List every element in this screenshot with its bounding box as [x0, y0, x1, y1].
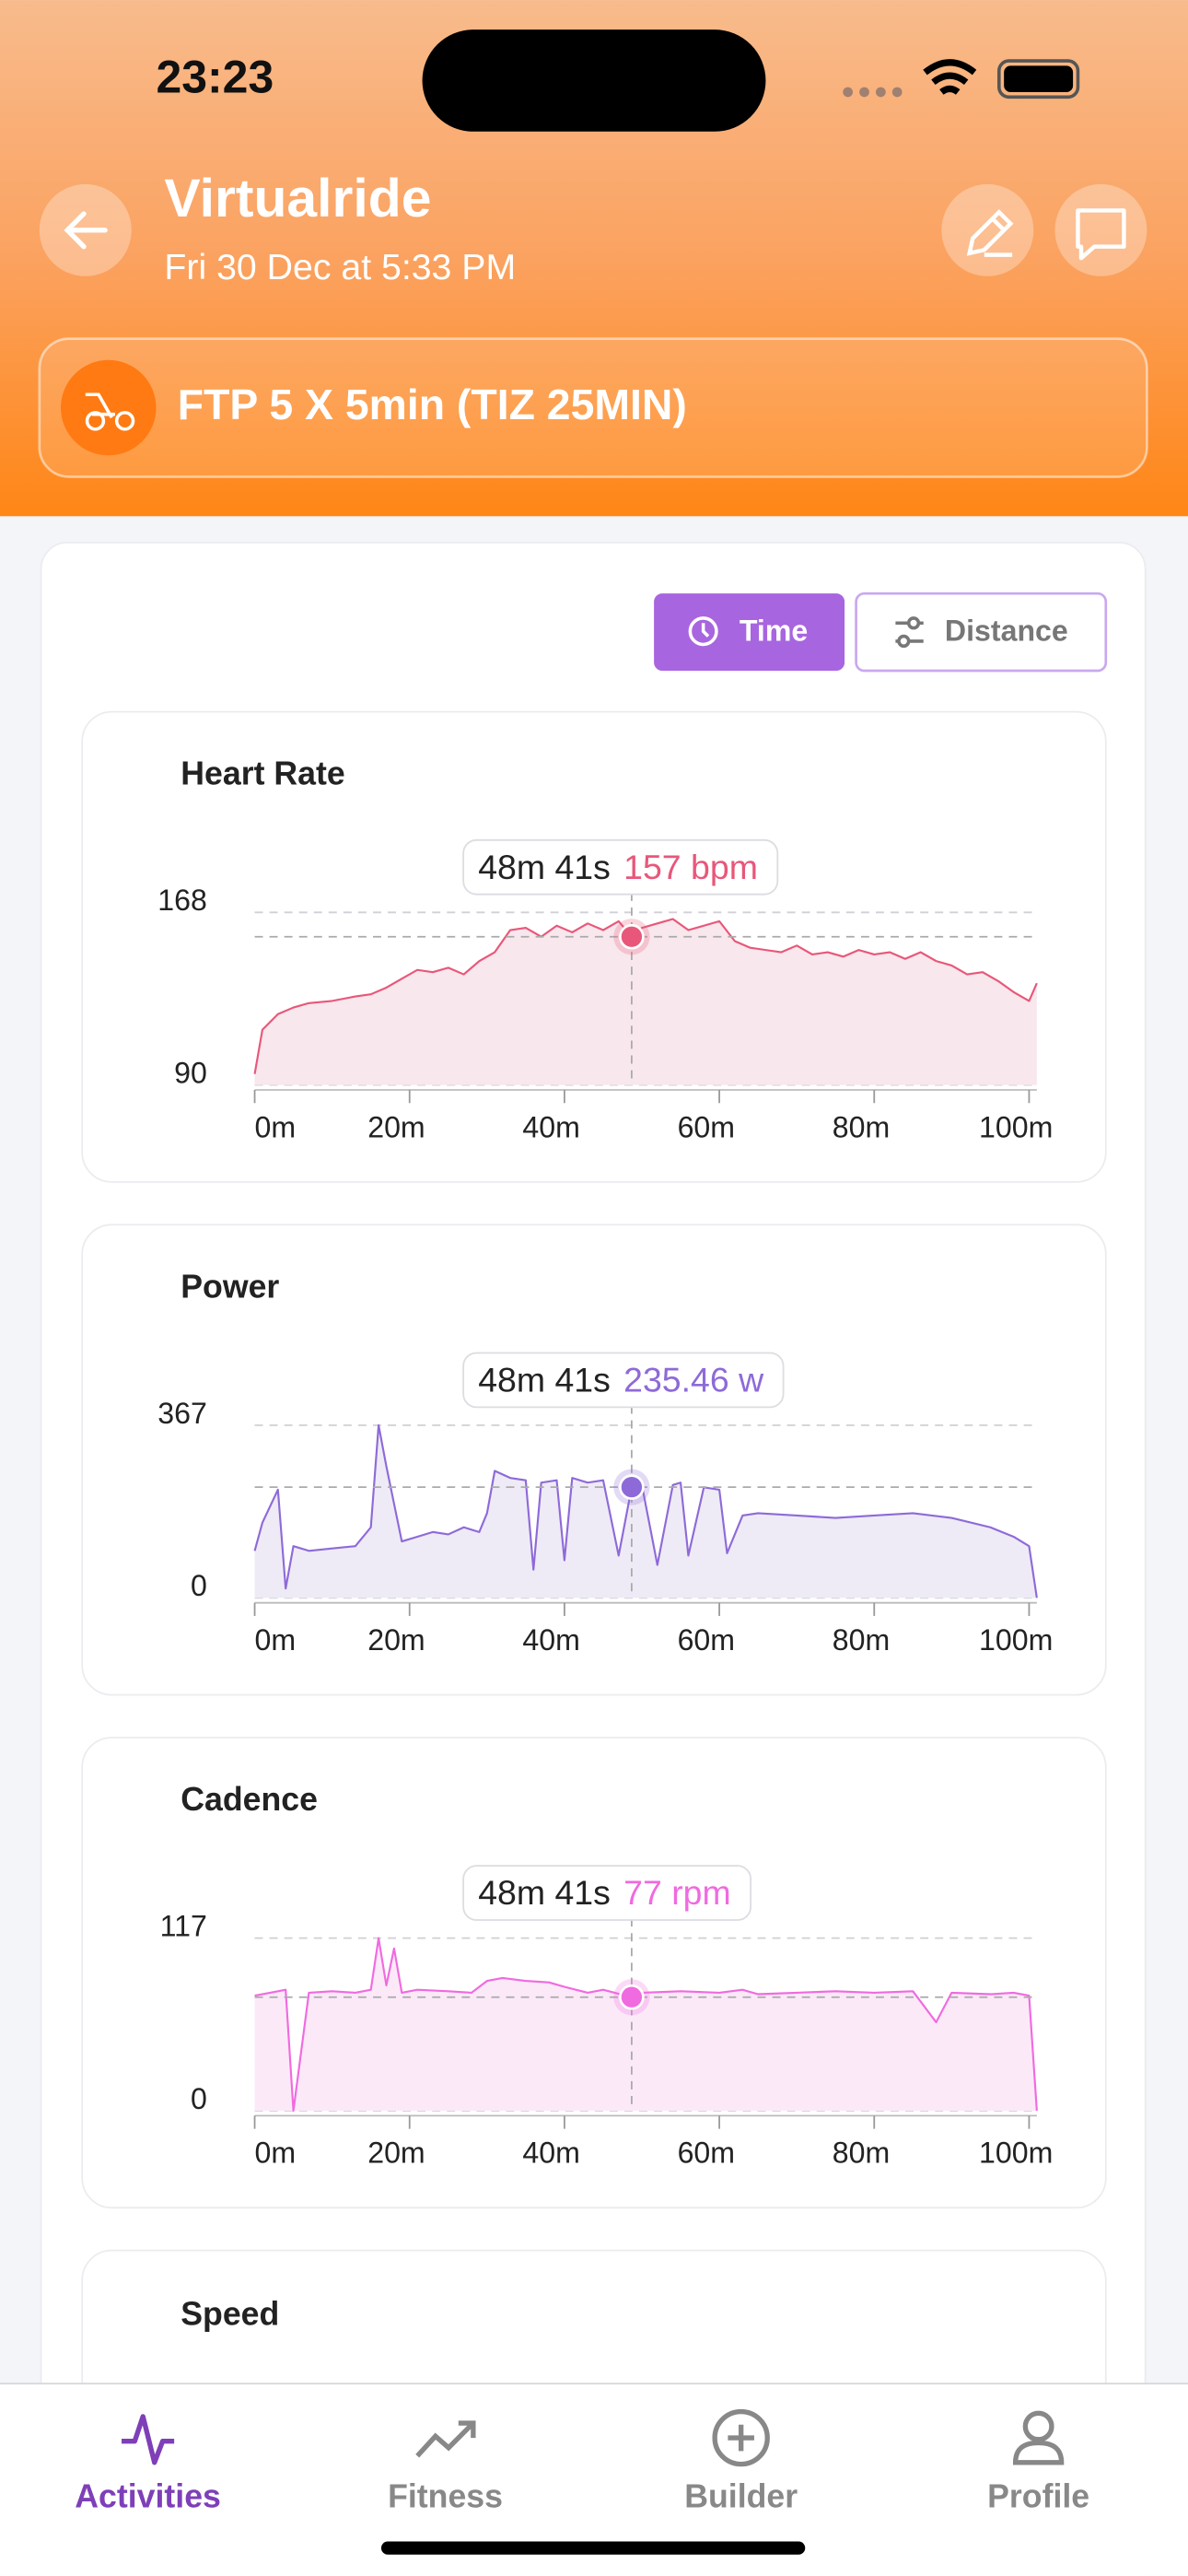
tab-label: Builder	[684, 2478, 798, 2515]
line	[253, 1423, 1038, 1598]
dynamic-island	[422, 29, 766, 132]
area	[254, 1938, 1037, 2112]
home-indicator	[380, 2541, 806, 2555]
x-tick-label: 60m	[678, 1623, 735, 1657]
x-tick-label: 40m	[522, 1623, 579, 1657]
back-button[interactable]	[39, 183, 132, 276]
distance-toggle[interactable]: Distance	[855, 591, 1108, 673]
area	[254, 1424, 1037, 1598]
x-tick-label: 40m	[522, 2137, 579, 2170]
battery-level	[1004, 65, 1074, 92]
cursor-dot	[619, 1984, 645, 2010]
y-tick-label: 0	[191, 1569, 207, 1602]
wifi-icon	[923, 59, 977, 95]
charts: Heart Rate 90 168 0m 20m 40m 60m 80m 100m 48m 41s…	[81, 710, 1107, 2209]
area	[254, 919, 1037, 1085]
tab-label: Activities	[75, 2478, 221, 2515]
tooltip-value: 235.46 w	[623, 1360, 764, 1399]
x-tick-label: 80m	[833, 2137, 890, 2170]
time-label: Time	[740, 614, 808, 647]
tab-label: Fitness	[388, 2478, 503, 2515]
tab-profile[interactable]: Profile	[987, 2410, 1089, 2515]
tab-label: Profile	[987, 2478, 1089, 2515]
tab-builder[interactable]: Builder	[684, 2408, 798, 2515]
tooltip-time: 48m 41s	[478, 1873, 611, 1912]
speed-title: Speed	[181, 2295, 279, 2332]
cursor-dot	[619, 923, 645, 950]
tooltip-value: 157 bpm	[623, 848, 758, 886]
x-tick-label: 20m	[367, 1623, 425, 1657]
time-toggle[interactable]: Time	[654, 593, 845, 672]
x-tick-label: 0m	[255, 2137, 297, 2170]
y-tick-label: 117	[160, 1909, 207, 1942]
x-tick-label: 80m	[833, 1110, 890, 1143]
x-tick-label: 0m	[255, 1110, 297, 1143]
distance-label: Distance	[945, 614, 1068, 647]
tooltip-value: 77 rpm	[623, 1873, 731, 1912]
chart: Heart Rate 90 168 0m 20m 40m 60m 80m 100m 48m 41s…	[81, 710, 1107, 1183]
activity-title: Virtualride	[164, 169, 431, 228]
tooltip-box	[462, 1352, 785, 1409]
cursor-dot	[619, 1474, 645, 1500]
x-tick-label: 20m	[367, 1110, 425, 1143]
chart-title: Power	[181, 1268, 279, 1305]
x-tick-label: 60m	[678, 2137, 735, 2170]
tab-fitness[interactable]: Fitness	[388, 2420, 503, 2515]
x-tick-label: 100m	[979, 1110, 1053, 1143]
y-tick-label: 168	[157, 884, 207, 917]
y-tick-label: 367	[157, 1397, 207, 1430]
x-tick-label: 20m	[367, 2137, 425, 2170]
edit-button[interactable]	[941, 183, 1034, 276]
x-tick-label: 80m	[833, 1623, 890, 1657]
tooltip-box	[462, 1865, 752, 1921]
comment-button[interactable]	[1054, 183, 1147, 276]
x-tick-label: 100m	[979, 2137, 1053, 2170]
signal-icon	[843, 87, 903, 98]
battery-icon	[997, 59, 1080, 100]
tooltip-time: 48m 41s	[478, 848, 611, 886]
x-tick-label: 100m	[979, 1623, 1053, 1657]
workout-banner[interactable]: FTP 5 X 5min (TIZ 25MIN)	[38, 337, 1148, 478]
chart: Cadence 0 117 0m 20m 40m 60m 80m 100m 48m 41s 77 r…	[81, 1737, 1107, 2209]
x-tick-label: 60m	[678, 1110, 735, 1143]
clock: 23:23	[157, 52, 274, 103]
x-tick-label: 0m	[255, 1623, 297, 1657]
y-tick-label: 0	[191, 2082, 207, 2115]
workout-name: FTP 5 X 5min (TIZ 25MIN)	[178, 381, 687, 428]
line	[254, 1937, 1038, 2113]
tab-activities[interactable]: Activities	[75, 2414, 221, 2515]
y-tick-label: 90	[174, 1056, 207, 1089]
tooltip-time: 48m 41s	[478, 1360, 611, 1399]
chart-title: Cadence	[181, 1781, 318, 1818]
tooltip-box	[462, 838, 779, 896]
chart-title: Heart Rate	[181, 755, 344, 792]
x-tick-label: 40m	[522, 1110, 579, 1143]
line	[253, 918, 1038, 1074]
chart: Power 0 367 0m 20m 40m 60m 80m 100m 48m 41s 235.46…	[81, 1224, 1107, 1696]
activity-date: Fri 30 Dec at 5:33 PM	[164, 247, 516, 287]
